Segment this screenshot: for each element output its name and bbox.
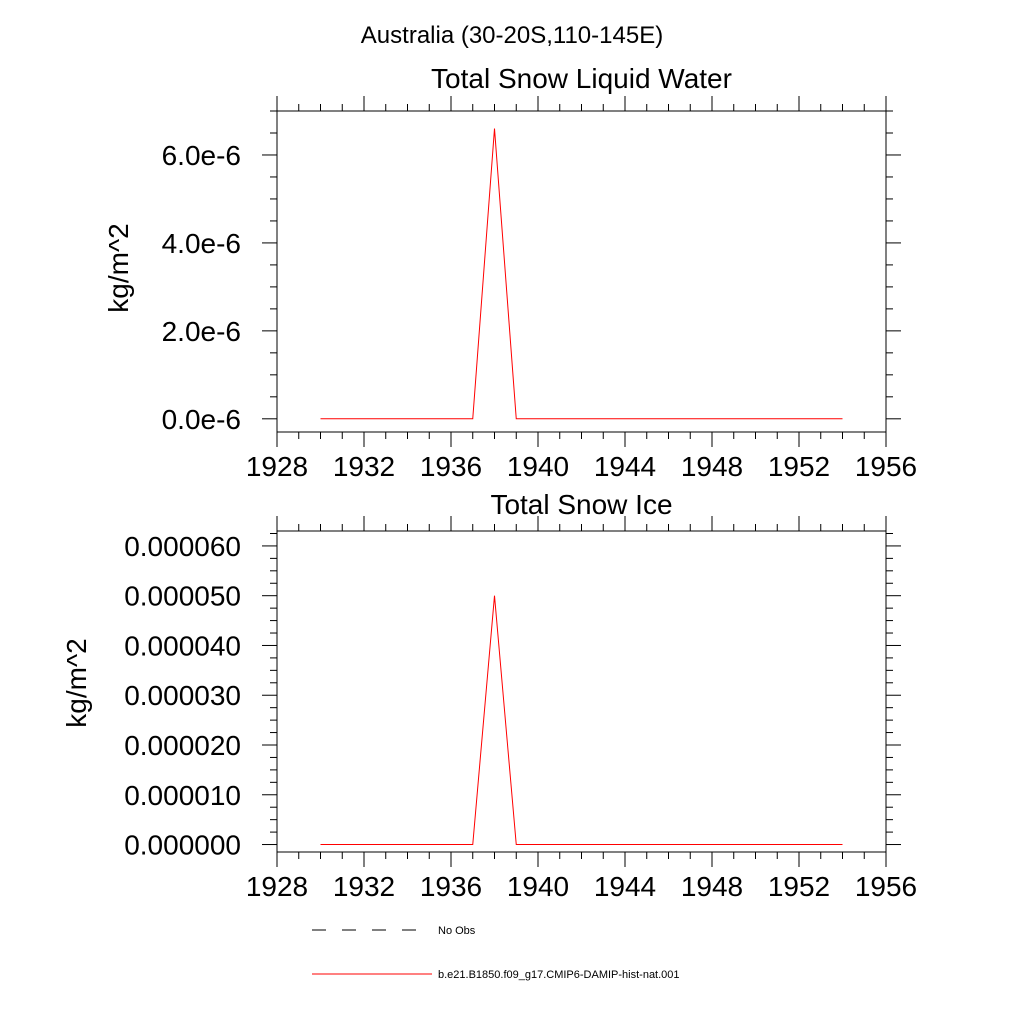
x-tick-label: 1952 (768, 871, 830, 902)
x-tick-label: 1944 (594, 871, 656, 902)
y-tick-label: 0.0e-6 (162, 404, 241, 435)
chart-title: Total Snow Ice (490, 489, 672, 520)
chart-title: Total Snow Liquid Water (431, 63, 732, 94)
y-tick-label: 0.000050 (124, 581, 241, 612)
plot-frame (276, 110, 887, 433)
legend-label-no-obs: No Obs (438, 925, 476, 937)
plot-frame (276, 530, 887, 853)
x-tick-label: 1948 (681, 871, 743, 902)
y-tick-label: 6.0e-6 (162, 140, 241, 171)
y-tick-label: 4.0e-6 (162, 228, 241, 259)
y-tick-label: 2.0e-6 (162, 316, 241, 347)
x-tick-label: 1940 (507, 451, 569, 482)
x-tick-label: 1956 (855, 871, 917, 902)
y-axis-label: kg/m^2 (61, 638, 92, 727)
x-tick-label: 1932 (333, 451, 395, 482)
y-tick-label: 0.000060 (124, 531, 241, 562)
y-tick-label: 0.000040 (124, 630, 241, 661)
chart-panel-snow-ice: Total Snow Ice kg/m^2 1928 1932 1936 1940 1944… (61, 489, 917, 902)
x-tick-label: 1936 (420, 451, 482, 482)
y-tick-label: 0.000020 (124, 730, 241, 761)
y-tick-label: 0.000000 (124, 830, 241, 861)
x-tick-label: 1928 (246, 451, 308, 482)
series-line-0 (320, 595, 843, 846)
y-tick-label: 0.000030 (124, 680, 241, 711)
series-line-0 (320, 128, 843, 420)
x-tick-label: 1932 (333, 871, 395, 902)
y-axis-label: kg/m^2 (103, 223, 134, 312)
x-tick-label: 1956 (855, 451, 917, 482)
x-tick-label: 1948 (681, 451, 743, 482)
x-tick-label: 1936 (420, 871, 482, 902)
x-tick-label: 1940 (507, 871, 569, 902)
legend-label-model-run: b.e21.B1850.f09_g17.CMIP6-DAMIP-hist-nat… (438, 969, 680, 981)
y-tick-label: 0.000010 (124, 780, 241, 811)
chart-panel-snow-liquid-water: Total Snow Liquid Water kg/m^2 1928 1932 193… (103, 63, 917, 482)
x-tick-label: 1928 (246, 871, 308, 902)
x-tick-label: 1952 (768, 451, 830, 482)
legend: No Obs b.e21.B1850.f09_g17.CMIP6-DAMIP-h… (312, 925, 680, 981)
page-title: Australia (30-20S,110-145E) (361, 22, 663, 49)
x-tick-label: 1944 (594, 451, 656, 482)
